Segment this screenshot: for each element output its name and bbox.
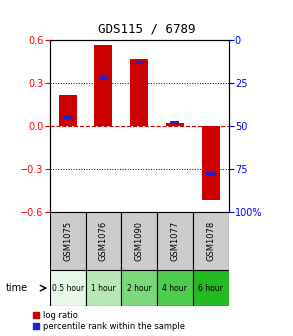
Bar	[50, 212, 86, 270]
Bar	[86, 212, 121, 270]
Bar	[121, 270, 157, 306]
Bar	[130, 59, 148, 126]
Bar	[94, 45, 113, 126]
Bar	[202, 126, 220, 200]
Bar	[193, 270, 229, 306]
Legend: log ratio, percentile rank within the sample: log ratio, percentile rank within the sa…	[33, 310, 185, 331]
Text: 6 hour: 6 hour	[198, 284, 223, 293]
Bar	[135, 61, 144, 65]
Bar	[99, 76, 108, 80]
Text: 0.5 hour: 0.5 hour	[52, 284, 84, 293]
Text: GSM1090: GSM1090	[135, 221, 144, 261]
Text: 2 hour: 2 hour	[127, 284, 151, 293]
Bar	[59, 95, 77, 126]
Text: GSM1075: GSM1075	[63, 221, 72, 261]
Bar	[166, 123, 184, 126]
Text: GSM1078: GSM1078	[206, 221, 215, 261]
Text: GDS115 / 6789: GDS115 / 6789	[98, 22, 195, 35]
Text: time: time	[6, 283, 28, 293]
Bar	[206, 172, 215, 176]
Text: GSM1076: GSM1076	[99, 221, 108, 261]
Text: 1 hour: 1 hour	[91, 284, 116, 293]
Bar	[157, 212, 193, 270]
Text: 4 hour: 4 hour	[163, 284, 187, 293]
Bar	[86, 270, 121, 306]
Text: GSM1077: GSM1077	[171, 221, 179, 261]
Bar	[63, 116, 72, 119]
Bar	[121, 212, 157, 270]
Bar	[157, 270, 193, 306]
Bar	[193, 212, 229, 270]
Bar	[171, 121, 179, 124]
Bar	[50, 270, 86, 306]
